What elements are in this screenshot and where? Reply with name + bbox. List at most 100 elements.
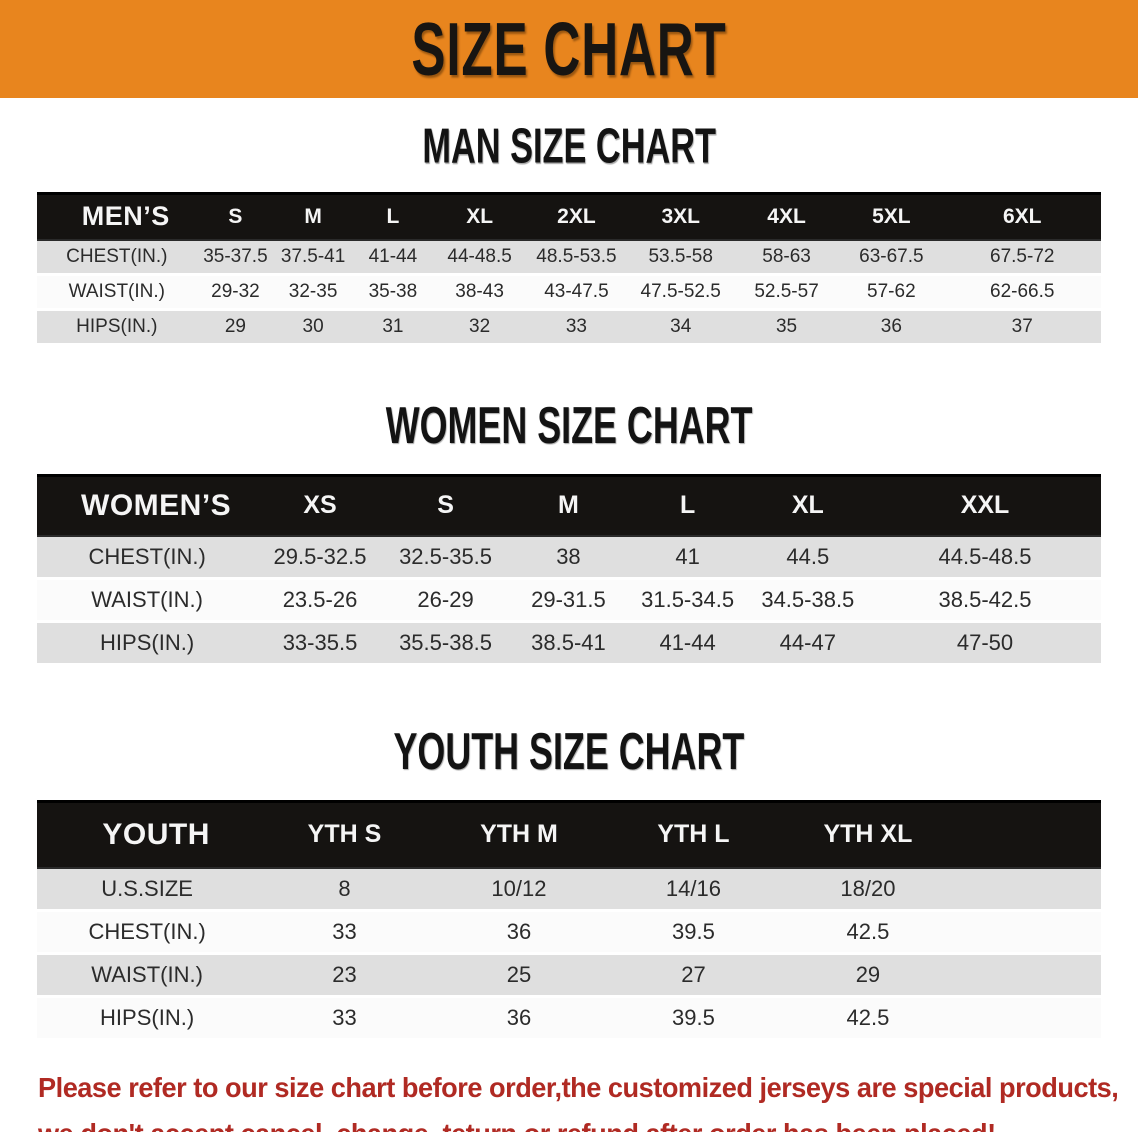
value-cell: 35.5-38.5 [382,621,509,666]
disclaimer-line-1: Please refer to our size chart before or… [38,1072,1119,1103]
row-label-cell: HIPS(IN.) [37,309,197,346]
row-label-cell: CHEST(IN.) [37,910,258,955]
value-cell: 33 [257,996,432,1041]
value-cell: 33 [525,309,628,346]
value-cell: 42.5 [780,910,956,955]
row-label-cell: WAIST(IN.) [37,578,258,623]
column-header-cell: 4XL [733,192,840,241]
column-header-cell: S [196,192,275,241]
youth-table-wrap: YOUTH YTH S YTH M YTH L YTH XL U.S.SIZE 8 10/12… [37,800,1101,1041]
table-header-label-cell: YOUTH [37,800,258,869]
value-cell: 8 [257,867,432,912]
value-cell: 29.5-32.5 [257,535,383,580]
men-section-heading-text: MAN SIZE CHART [422,119,716,174]
value-cell: 48.5-53.5 [525,239,628,276]
value-cell: 38.5-41 [508,621,629,666]
value-cell: 31.5-34.5 [628,578,747,623]
table-header-row: WOMEN’S XS S M L XL XXL [37,474,1101,537]
value-cell: 47.5-52.5 [627,274,734,311]
row-label-cell: HIPS(IN.) [37,621,258,666]
value-cell: 36 [431,910,607,955]
table-row: HIPS(IN.) 33-35.5 35.5-38.5 38.5-41 41-44 44-… [37,621,1101,666]
value-cell: 26-29 [382,578,509,623]
value-cell: 44-48.5 [433,239,526,276]
disclaimer-line-2: we don't accept cancel, change, teturn o… [38,1111,1105,1132]
women-section-heading-text: WOMEN SIZE CHART [385,395,753,455]
value-cell: 32 [433,309,526,346]
column-header-cell: YTH S [257,800,432,869]
value-cell: 25 [431,953,607,998]
value-cell: 14/16 [606,867,781,912]
value-cell: 57-62 [839,274,944,311]
value-cell: 41 [628,535,747,580]
table-header-row: YOUTH YTH S YTH M YTH L YTH XL [37,800,1101,869]
header-filler-cell [955,800,1101,869]
table-row: HIPS(IN.) 33 36 39.5 42.5 [37,996,1101,1041]
value-cell: 37.5-41 [274,239,352,276]
table-row: HIPS(IN.) 29 30 31 32 33 34 35 36 37 [37,309,1101,346]
banner-title: SIZE CHART [411,6,727,92]
value-cell: 38.5-42.5 [869,578,1101,623]
row-filler-cell [955,953,1101,998]
women-size-section: WOMEN SIZE CHART WOMEN’S XS S M L XL XXL CHEST(… [0,395,1138,666]
row-filler-cell [955,867,1101,912]
row-label-cell: CHEST(IN.) [37,239,197,276]
value-cell: 38-43 [433,274,526,311]
row-label-cell: U.S.SIZE [37,867,258,912]
row-filler-cell [955,910,1101,955]
value-cell: 18/20 [780,867,956,912]
value-cell: 41-44 [628,621,747,666]
value-cell: 35-37.5 [196,239,275,276]
value-cell: 32.5-35.5 [382,535,509,580]
value-cell: 34 [627,309,734,346]
table-header-label-cell: MEN’S [37,192,197,241]
row-label-cell: CHEST(IN.) [37,535,258,580]
women-table-wrap: WOMEN’S XS S M L XL XXL CHEST(IN.) 29.5-32.5 32.5… [37,474,1101,666]
value-cell: 41-44 [351,239,434,276]
value-cell: 67.5-72 [943,239,1101,276]
value-cell: 62-66.5 [943,274,1101,311]
table-row: WAIST(IN.) 23 25 27 29 [37,953,1101,998]
table-row: WAIST(IN.) 29-32 32-35 35-38 38-43 43-47.5 47.… [37,274,1101,311]
column-header-cell: M [508,474,629,537]
table-row: CHEST(IN.) 35-37.5 37.5-41 41-44 44-48.5 48.5… [37,239,1101,276]
value-cell: 27 [606,953,781,998]
column-header-cell: XL [746,474,869,537]
youth-size-table: YOUTH YTH S YTH M YTH L YTH XL U.S.SIZE 8 10/12… [37,800,1101,1041]
row-label-cell: WAIST(IN.) [37,953,258,998]
value-cell: 35-38 [351,274,434,311]
column-header-cell: S [382,474,509,537]
column-header-cell: XS [257,474,383,537]
value-cell: 63-67.5 [839,239,944,276]
column-header-cell: 3XL [627,192,734,241]
table-row: U.S.SIZE 8 10/12 14/16 18/20 [37,867,1101,912]
table-header-row: MEN’S S M L XL 2XL 3XL 4XL 5XL 6XL [37,192,1101,241]
value-cell: 58-63 [733,239,840,276]
value-cell: 29 [780,953,956,998]
value-cell: 39.5 [606,996,781,1041]
men-table-wrap: MEN’S S M L XL 2XL 3XL 4XL 5XL 6XL CHEST(IN.) 35-37… [37,192,1101,346]
column-header-cell: 2XL [525,192,628,241]
value-cell: 36 [431,996,607,1041]
value-cell: 47-50 [869,621,1101,666]
row-label-cell: HIPS(IN.) [37,996,258,1041]
table-header-label-cell: WOMEN’S [37,474,258,537]
value-cell: 33 [257,910,432,955]
women-section-heading: WOMEN SIZE CHART [0,395,1138,455]
table-row: WAIST(IN.) 23.5-26 26-29 29-31.5 31.5-34.5 34… [37,578,1101,623]
value-cell: 36 [839,309,944,346]
value-cell: 31 [351,309,434,346]
men-section-heading: MAN SIZE CHART [0,119,1138,174]
women-size-table: WOMEN’S XS S M L XL XXL CHEST(IN.) 29.5-32.5 32.5… [37,474,1101,666]
youth-section-heading-text: YOUTH SIZE CHART [393,721,745,781]
column-header-cell: YTH L [606,800,781,869]
column-header-cell: L [351,192,434,241]
column-header-cell: XXL [869,474,1101,537]
value-cell: 10/12 [431,867,607,912]
banner: SIZE CHART [0,0,1138,98]
value-cell: 52.5-57 [733,274,840,311]
youth-size-section: YOUTH SIZE CHART YOUTH YTH S YTH M YTH L YTH… [0,721,1138,1041]
value-cell: 29 [196,309,275,346]
value-cell: 29-31.5 [508,578,629,623]
value-cell: 23.5-26 [257,578,383,623]
